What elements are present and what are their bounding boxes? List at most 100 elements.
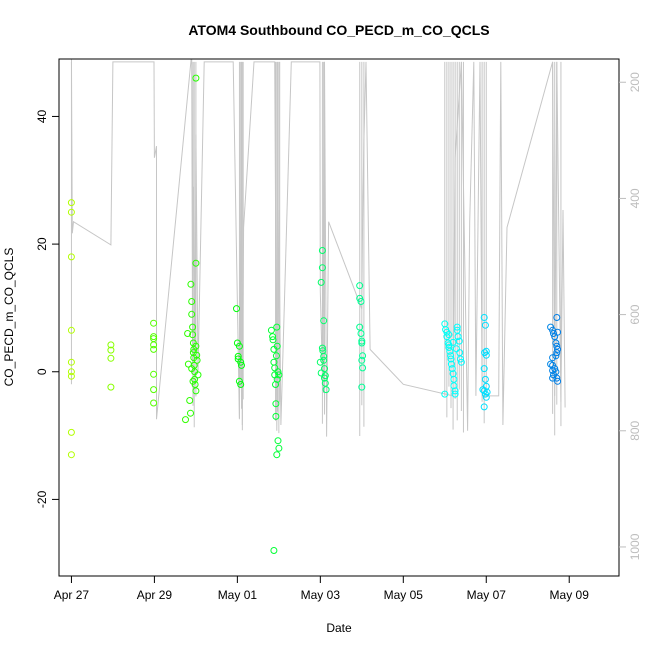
data-point (192, 387, 200, 395)
data-point (480, 314, 488, 321)
data-point (233, 305, 240, 313)
data-point (322, 386, 330, 394)
data-point (547, 360, 555, 368)
axes-layer: Apr 27 Apr 29 May 01 May 03 May 05 May 07 May … (35, 58, 642, 602)
data-point (67, 358, 75, 366)
data-point (184, 330, 192, 337)
data-point (549, 374, 557, 382)
data-point (445, 331, 453, 339)
data-point (553, 374, 561, 382)
data-point (193, 356, 201, 364)
data-point (189, 377, 197, 385)
data-point (321, 365, 328, 373)
data-point (358, 339, 366, 347)
data-point (187, 409, 194, 417)
data-point (67, 199, 75, 207)
data-point (359, 352, 367, 360)
data-point (150, 386, 158, 394)
data-point (190, 345, 198, 353)
data-point (150, 370, 158, 378)
data-point (320, 356, 328, 364)
data-point (554, 345, 562, 353)
data-point (480, 365, 488, 373)
data-point (320, 352, 328, 360)
x-tick-label: May 01 (218, 588, 258, 602)
right-tick-label: 200 (628, 72, 642, 92)
data-point (317, 369, 325, 377)
data-point (273, 375, 281, 383)
data-point (549, 354, 557, 362)
x-tick-label: May 07 (467, 588, 507, 602)
chart-title: ATOM4 Southbound CO_PECD_m_CO_QCLS (188, 22, 489, 38)
data-point (67, 208, 75, 216)
data-point (452, 345, 460, 353)
data-point (107, 346, 115, 354)
data-point (454, 333, 462, 341)
data-point (554, 328, 562, 336)
data-point (359, 364, 367, 372)
data-point (275, 371, 283, 379)
data-point (449, 338, 457, 346)
data-point (67, 428, 75, 436)
data-point (267, 326, 275, 334)
data-point (272, 400, 280, 408)
data-point (107, 383, 115, 391)
data-point (270, 547, 278, 554)
data-point (194, 371, 202, 379)
data-point (445, 344, 453, 351)
x-tick-label: Apr 29 (137, 588, 173, 602)
data-point (188, 310, 196, 318)
data-point (237, 381, 245, 388)
data-point (481, 375, 489, 383)
data-point (234, 352, 242, 360)
data-point (274, 437, 282, 445)
data-point (358, 337, 366, 345)
data-point (67, 253, 75, 261)
data-point (269, 336, 277, 344)
data-point (356, 294, 364, 302)
data-point (457, 358, 465, 366)
data-point (67, 372, 75, 380)
data-point (275, 444, 283, 452)
right-tick-label: 1000 (628, 533, 642, 560)
data-point (188, 365, 196, 373)
data-point (274, 368, 282, 376)
data-point (483, 388, 491, 396)
y-tick-label: 0 (35, 368, 49, 375)
data-point (552, 339, 560, 347)
y-tick-label: -20 (35, 490, 49, 508)
plot-frame (58, 58, 620, 577)
y-tick-label: 20 (35, 237, 49, 251)
x-tick-label: May 03 (301, 588, 341, 602)
data-point (481, 349, 489, 357)
data-point (443, 333, 451, 341)
data-point (320, 317, 328, 325)
data-point (150, 341, 158, 349)
data-point (273, 323, 281, 331)
data-point (482, 393, 490, 401)
altitude-trace-line (70, 59, 566, 437)
data-point (553, 314, 561, 321)
data-point (189, 331, 197, 339)
data-point (447, 352, 455, 360)
data-point (182, 416, 189, 424)
data-point (441, 390, 449, 398)
data-point (447, 355, 455, 363)
data-point (273, 342, 281, 350)
right-tick-label: 800 (628, 420, 642, 440)
data-point (238, 361, 245, 369)
data-point (358, 356, 366, 364)
data-point (318, 264, 326, 272)
data-points-layer (67, 74, 562, 554)
data-point (358, 383, 366, 391)
data-point (150, 333, 158, 341)
data-point (317, 278, 325, 286)
data-point (318, 247, 326, 254)
x-tick-label: Apr 27 (54, 588, 90, 602)
data-point (186, 397, 194, 404)
data-point (273, 451, 281, 459)
data-point (357, 298, 365, 305)
data-point (451, 390, 459, 398)
data-point (193, 351, 201, 359)
